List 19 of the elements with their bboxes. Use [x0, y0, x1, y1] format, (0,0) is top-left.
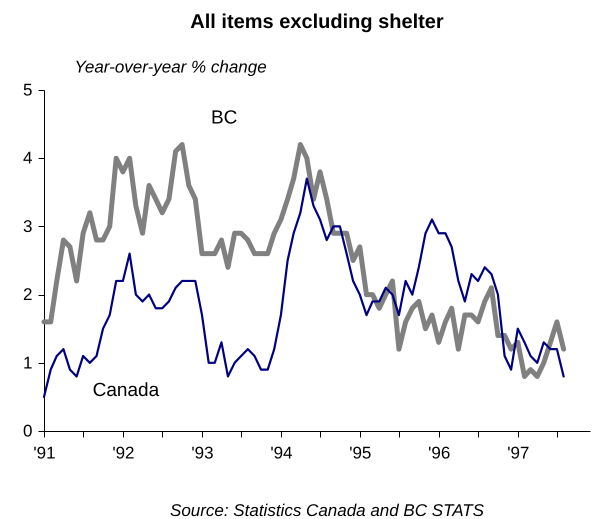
x-tick-label: '95: [349, 444, 372, 462]
source-note: Source: Statistics Canada and BC STATS: [170, 501, 485, 519]
y-tick-label: 4: [23, 148, 32, 168]
y-tick-label: 0: [23, 422, 32, 440]
line-series: [42, 178, 565, 398]
y-tick-label: 2: [23, 285, 32, 304]
series-label: BC: [210, 107, 238, 128]
x-tick-label: '96: [428, 444, 450, 462]
x-tick-label: '92: [112, 444, 134, 462]
x-tick-label: '91: [33, 444, 56, 462]
x-tick-label: '93: [191, 444, 214, 462]
y-axis-title: Year-over-year % change: [74, 58, 267, 76]
y-tick-label: 1: [23, 353, 32, 372]
series-label: Canada: [92, 380, 160, 402]
y-tick-label: 3: [23, 216, 32, 236]
y-tick-label: 5: [23, 80, 32, 100]
chart-title: All items excluding shelter: [190, 11, 444, 33]
x-tick-label: '94: [270, 444, 292, 462]
x-tick-label: '97: [507, 444, 530, 462]
